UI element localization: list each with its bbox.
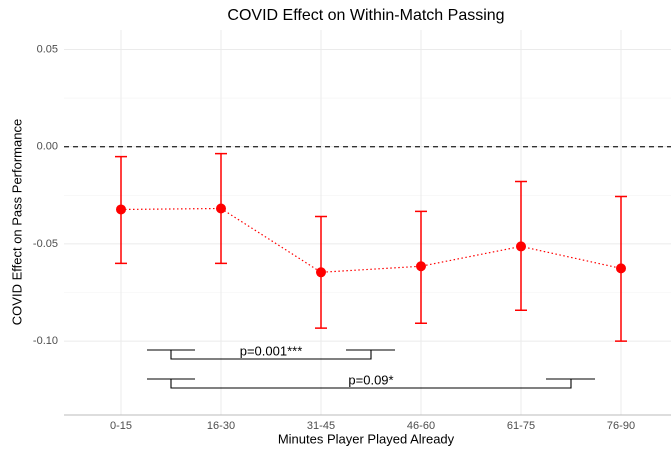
- x-axis-label: Minutes Player Played Already: [278, 431, 455, 446]
- point: [516, 241, 526, 252]
- x-tick-label: 16-30: [207, 420, 235, 432]
- y-axis-label: COVID Effect on Pass Performance: [9, 119, 24, 325]
- bracket: [147, 349, 595, 389]
- x-tick-label: 61-75: [507, 420, 535, 432]
- point: [416, 261, 426, 272]
- point: [616, 263, 626, 274]
- x-tick-label: 46-60: [407, 420, 435, 432]
- point: [316, 267, 326, 278]
- y-tick-label: 0.05: [37, 43, 58, 55]
- point: [216, 203, 226, 214]
- x-tick-label: 76-90: [607, 420, 635, 432]
- point: [116, 204, 126, 215]
- trend-line: [120, 207, 622, 273]
- annotation: p=0.09*: [348, 372, 393, 387]
- x-tick-label: 0-15: [110, 420, 132, 432]
- annotation: p=0.001***: [240, 343, 303, 358]
- y-tick-label: 0.00: [37, 141, 58, 153]
- chart-title: COVID Effect on Within-Match Passing: [227, 7, 504, 24]
- y-tick-label: -0.05: [33, 238, 58, 250]
- x-tick-label: 31-45: [307, 420, 335, 432]
- y-tick-label: -0.10: [33, 335, 58, 347]
